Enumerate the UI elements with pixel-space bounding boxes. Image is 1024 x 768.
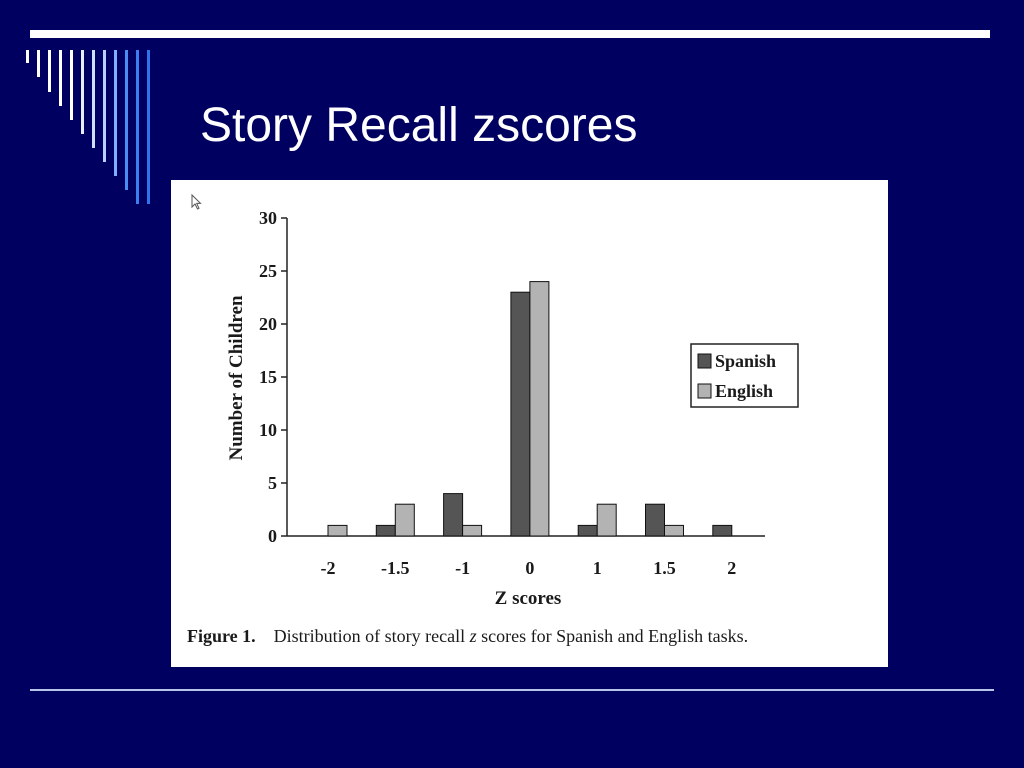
figure-panel: 0 5 10 15 20 25 30 -2 -1.5 -1 0 1 1.5 2 Number of Ch… xyxy=(171,180,888,667)
decorative-stripe xyxy=(92,50,95,148)
slide-title: Story Recall zscores xyxy=(200,99,638,152)
decorative-stripe xyxy=(81,50,84,134)
y-axis-label: Number of Children xyxy=(226,295,247,460)
decorative-stripe xyxy=(125,50,128,190)
x-axis-ticks: -2 -1.5 -1 0 1 1.5 2 xyxy=(321,558,737,578)
decorative-stripe xyxy=(147,50,150,204)
y-axis-ticks: 0 5 10 15 20 25 30 xyxy=(259,208,287,546)
bar-spanish xyxy=(443,493,464,537)
y-tick-label: 10 xyxy=(259,420,277,440)
top-divider xyxy=(30,30,990,38)
x-axis-label: Z scores xyxy=(495,588,562,609)
legend-label-english: English xyxy=(715,381,773,401)
mouse-cursor-icon xyxy=(191,193,202,210)
decorative-stripe xyxy=(26,50,29,63)
x-tick-label: 2 xyxy=(727,558,736,578)
decorative-stripe xyxy=(59,50,62,106)
x-tick-label: -1.5 xyxy=(381,558,410,578)
legend-label-spanish: Spanish xyxy=(715,351,776,371)
decorative-stripe xyxy=(103,50,106,162)
figure-caption-text: Distribution of story recall xyxy=(273,626,470,646)
legend-swatch-english xyxy=(697,383,712,399)
y-tick-label: 30 xyxy=(259,208,277,228)
bar-english xyxy=(529,281,550,537)
decorative-stripe xyxy=(37,50,40,77)
x-tick-label: 0 xyxy=(525,558,534,578)
bar-english xyxy=(327,524,348,537)
y-tick-label: 5 xyxy=(268,473,277,493)
figure-caption-italic: z xyxy=(469,626,477,646)
x-tick-label: -1 xyxy=(455,558,470,578)
bar-spanish xyxy=(577,524,598,537)
y-tick-label: 20 xyxy=(259,314,277,334)
chart-legend: Spanish English xyxy=(690,343,799,408)
bar-english xyxy=(394,503,415,537)
y-tick-label: 25 xyxy=(259,261,277,281)
x-tick-label: 1.5 xyxy=(653,558,676,578)
decorative-stripe xyxy=(48,50,51,92)
decorative-stripe xyxy=(136,50,139,204)
x-tick-label: -2 xyxy=(321,558,336,578)
legend-swatch-spanish xyxy=(697,353,712,369)
decorative-stripes xyxy=(26,50,150,204)
bar-english xyxy=(664,524,684,537)
chart-bars xyxy=(327,281,733,537)
bar-spanish xyxy=(645,503,665,537)
bar-chart: 0 5 10 15 20 25 30 -2 -1.5 -1 0 1 1.5 2 Number of Ch… xyxy=(191,193,799,609)
bar-spanish xyxy=(712,524,733,537)
figure-caption: Figure 1. Distribution of story recall z … xyxy=(187,626,748,647)
figure-caption-text-end: scores for Spanish and English tasks. xyxy=(476,626,749,646)
bar-english xyxy=(462,524,483,537)
bar-spanish xyxy=(375,524,396,537)
y-tick-label: 0 xyxy=(268,526,277,546)
bar-spanish xyxy=(510,291,531,537)
x-tick-label: 1 xyxy=(593,558,602,578)
figure-caption-label: Figure 1. xyxy=(187,626,256,646)
decorative-stripe xyxy=(114,50,117,176)
y-tick-label: 15 xyxy=(259,367,277,387)
bottom-divider xyxy=(30,689,994,691)
decorative-stripe xyxy=(70,50,73,120)
bar-english xyxy=(596,503,617,537)
